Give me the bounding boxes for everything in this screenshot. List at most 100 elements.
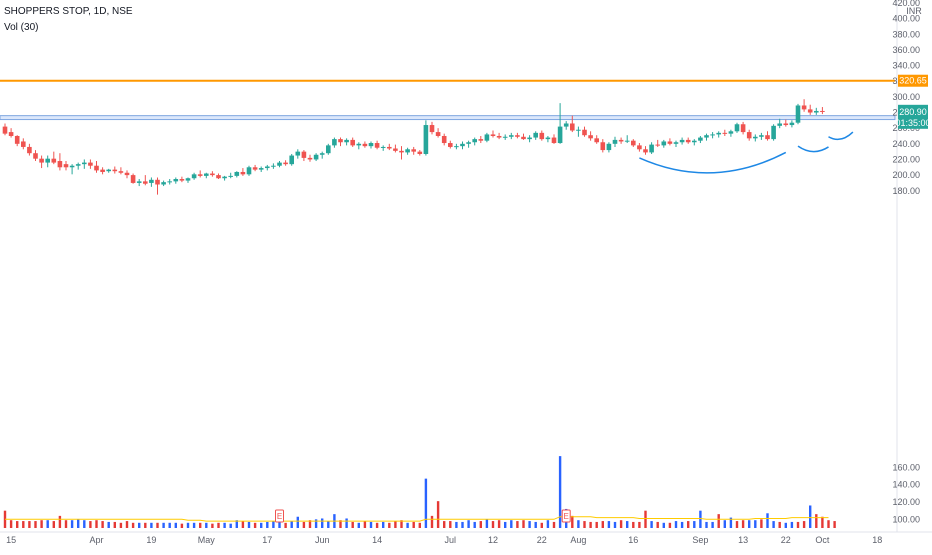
candle	[423, 120, 429, 156]
volume-bar	[247, 521, 251, 528]
candle-body	[63, 164, 69, 168]
candle	[661, 139, 667, 148]
candle	[624, 135, 630, 144]
candle	[649, 142, 654, 154]
candle-body	[588, 135, 593, 139]
candle-body	[149, 179, 154, 183]
resistance-price-tag	[898, 74, 928, 87]
candle	[21, 138, 26, 150]
candle	[807, 104, 813, 115]
candle	[149, 177, 154, 187]
candle	[118, 167, 124, 175]
last-price-tag	[898, 104, 928, 129]
candle-body	[789, 122, 795, 126]
volume-bar	[40, 520, 43, 528]
candle-body	[496, 135, 502, 138]
volume-bar	[83, 520, 86, 528]
volume-bar	[449, 521, 452, 528]
candle	[795, 103, 801, 125]
volume-bar	[95, 520, 98, 528]
countdown-label: 01:35:00	[895, 118, 930, 128]
earnings-marker-1[interactable]	[275, 509, 284, 523]
volume-bar	[540, 522, 543, 528]
candle-body	[435, 132, 441, 136]
volume-bar	[760, 519, 763, 528]
volume-layer	[3, 456, 836, 528]
volume-bar	[180, 523, 184, 528]
candle	[387, 143, 392, 151]
candle	[484, 132, 490, 143]
candle-body	[423, 125, 429, 154]
candle-body	[521, 136, 526, 140]
pattern-arc-cup[interactable]	[639, 151, 787, 174]
candle-body	[612, 139, 618, 144]
support-zone[interactable]	[0, 115, 896, 121]
time-tick-label: 12	[488, 535, 498, 545]
candle-body	[100, 169, 105, 172]
candle-body	[618, 139, 624, 142]
candle	[685, 137, 691, 144]
candle	[740, 121, 746, 135]
candle	[380, 145, 386, 151]
candle-body	[667, 141, 673, 144]
volume-bar	[809, 505, 812, 528]
volume-bar	[711, 521, 714, 528]
volume-bar	[156, 522, 159, 528]
candle	[222, 175, 227, 181]
candle-body	[765, 135, 770, 140]
candle	[563, 121, 569, 130]
candle	[746, 129, 752, 141]
volume-bar	[644, 510, 647, 528]
volume-bar	[321, 518, 324, 528]
volume-bar	[418, 522, 421, 528]
volume-bar	[192, 522, 196, 528]
volume-bar	[583, 521, 586, 528]
volume-bar	[363, 521, 367, 528]
candle-body	[643, 149, 648, 153]
candle-body	[344, 139, 349, 143]
earnings-marker-2[interactable]	[561, 509, 571, 523]
support-zone-layer	[0, 79, 896, 121]
pattern-arc-small-handle[interactable]	[828, 131, 854, 141]
candle	[801, 99, 807, 112]
candle	[271, 163, 276, 169]
volume-bar	[168, 522, 171, 528]
volume-bar	[174, 522, 177, 528]
candle-body	[801, 105, 807, 110]
volume-bar	[205, 522, 208, 528]
candle	[551, 134, 557, 144]
candle-body	[673, 142, 679, 144]
candle-body	[704, 135, 709, 138]
candle-body	[509, 135, 514, 137]
candle	[765, 131, 770, 141]
time-tick-label: 19	[146, 535, 156, 545]
candle	[301, 150, 307, 162]
candle-body	[210, 173, 215, 176]
volume-bar	[314, 519, 318, 528]
volume-bar	[546, 520, 550, 528]
candle-body	[258, 168, 264, 170]
candle-body	[88, 162, 93, 166]
candle-body	[112, 169, 118, 172]
candle	[2, 123, 8, 136]
volume-bar	[430, 515, 434, 528]
volume-bar	[754, 520, 757, 528]
volume-bar	[278, 521, 281, 528]
candle-body	[197, 174, 203, 176]
volume-bar	[308, 520, 312, 528]
pattern-arc-handle[interactable]	[797, 145, 829, 153]
candle-body	[399, 150, 404, 153]
candle-body	[734, 124, 740, 132]
volume-bar	[52, 521, 55, 528]
candle-body	[265, 166, 270, 169]
candle	[783, 119, 789, 127]
candle	[356, 142, 362, 150]
candle	[8, 128, 14, 138]
price-tick-label: 140.00	[892, 480, 920, 490]
candle-body	[753, 136, 758, 139]
time-tick-label: May	[198, 535, 216, 545]
candle	[753, 134, 758, 142]
candle-body	[759, 135, 764, 137]
